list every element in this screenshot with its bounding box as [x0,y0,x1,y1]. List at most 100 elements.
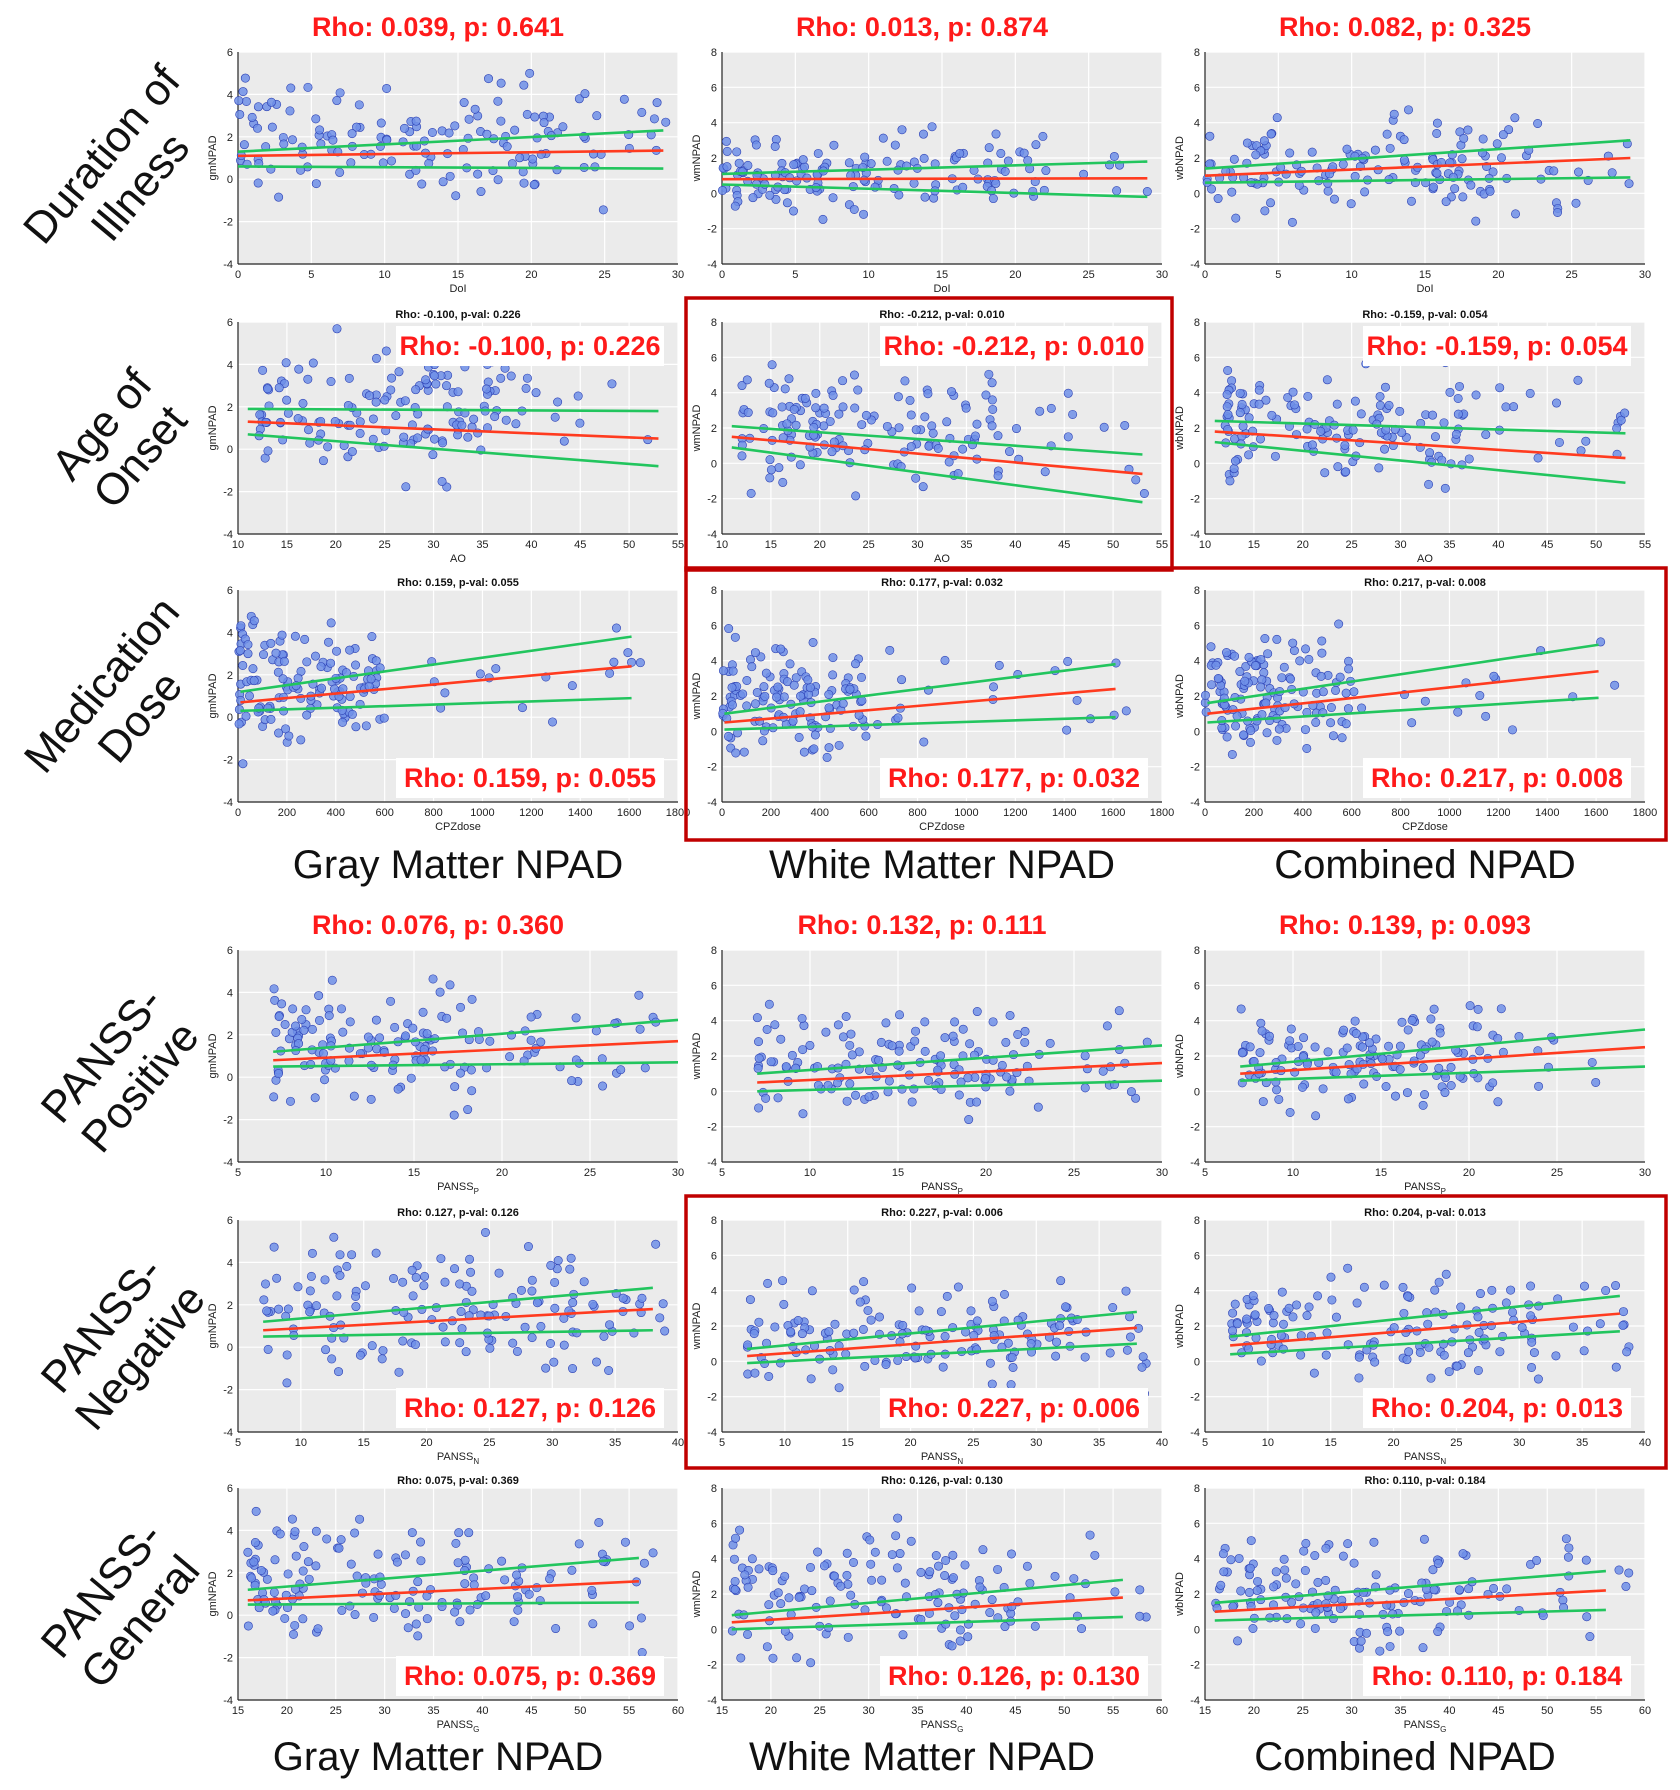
data-point [773,682,783,692]
data-point [778,477,788,487]
data-point [766,465,776,475]
data-point [416,1537,426,1547]
data-point [393,1084,403,1094]
data-point [743,1629,753,1639]
data-point [1264,1031,1274,1041]
data-point [859,1277,869,1287]
x-tick-label: 10 [1199,539,1211,551]
data-point [1622,1347,1632,1357]
rho-annotation-box [396,1388,664,1428]
data-point [1561,1534,1571,1544]
y-tick-label: 4 [1194,118,1200,130]
data-point [375,1033,385,1043]
x-tick-label: 35 [1093,1437,1105,1449]
data-point [527,1333,537,1343]
data-point [1248,1623,1258,1633]
data-point [748,193,758,203]
regression-line [240,665,632,704]
x-tick-label: 800 [908,807,926,819]
data-point [1080,1051,1090,1061]
data-point [1286,1024,1296,1034]
data-point [1263,649,1273,659]
data-point [536,1321,546,1331]
data-point [717,185,727,195]
data-point [851,1090,861,1100]
scatter-points [234,68,671,215]
y-tick-label: 4 [1194,388,1200,400]
data-point [779,692,789,702]
data-point [797,1013,807,1023]
data-point [1344,664,1354,674]
data-point [1230,456,1240,466]
data-point [1399,135,1409,145]
y-tick-label: -4 [707,1427,717,1439]
x-tick-label: 55 [1107,1705,1119,1717]
ci-lower-line [1204,176,1631,185]
data-point [386,385,396,395]
data-point [940,1331,950,1341]
data-point [1254,399,1264,409]
data-point [526,1035,536,1045]
ci-lower-line [1240,1065,1646,1083]
ci-lower-line [273,1061,679,1068]
data-point [1356,409,1366,419]
data-point [351,1291,361,1301]
data-point [1099,422,1109,432]
ci-lower-line [731,446,1143,504]
data-point [277,630,287,640]
data-point [1428,1565,1438,1575]
data-point [931,1551,941,1561]
data-point [1624,1568,1634,1578]
x-tick-label: 20 [525,269,537,281]
x-tick-label: 25 [599,269,611,281]
data-point [440,688,450,698]
ci-lower-line [724,715,1116,731]
data-point [451,1538,461,1548]
data-point [579,1277,589,1287]
data-point [1238,421,1248,431]
data-point [1591,1077,1601,1087]
data-point [611,623,621,633]
data-point [1487,1285,1497,1295]
data-point [806,1374,816,1384]
data-point [565,1264,575,1274]
y-axis-label: wbNPAD [1174,1572,1186,1617]
data-point [481,1591,491,1601]
data-point [730,1576,740,1586]
data-point [291,1021,301,1031]
y-tick-label: -4 [1190,259,1200,271]
data-point [289,1629,299,1639]
data-point [648,1548,658,1558]
data-point [247,112,257,122]
data-point [874,1055,884,1065]
data-point [1379,1280,1389,1290]
data-point [435,987,445,997]
data-point [884,1076,894,1086]
y-tick-label: -2 [1190,762,1200,774]
data-point [1033,1102,1043,1112]
data-point [1582,1612,1592,1622]
x-tick-label: 20 [1387,1437,1399,1449]
data-point [253,123,263,133]
x-tick-label: 10 [295,1437,307,1449]
data-point [1052,1337,1062,1347]
data-point [1114,1006,1124,1016]
data-point [728,666,738,676]
data-point [838,376,848,386]
x-tick-label: 25 [1297,1705,1309,1717]
data-point [566,1253,576,1263]
y-tick-label: 4 [227,987,233,999]
data-point [337,1004,347,1014]
regression-line [1204,156,1631,177]
ci-upper-line [1214,419,1626,435]
data-point [366,1094,376,1104]
x-tick-label: 40 [1639,1437,1651,1449]
data-point [1316,671,1326,681]
data-point [1616,415,1626,425]
data-point [282,1378,292,1388]
x-tick-label: 55 [1156,539,1168,551]
x-tick-label: 5 [235,1167,241,1179]
data-point [274,383,284,393]
data-point [410,1340,420,1350]
